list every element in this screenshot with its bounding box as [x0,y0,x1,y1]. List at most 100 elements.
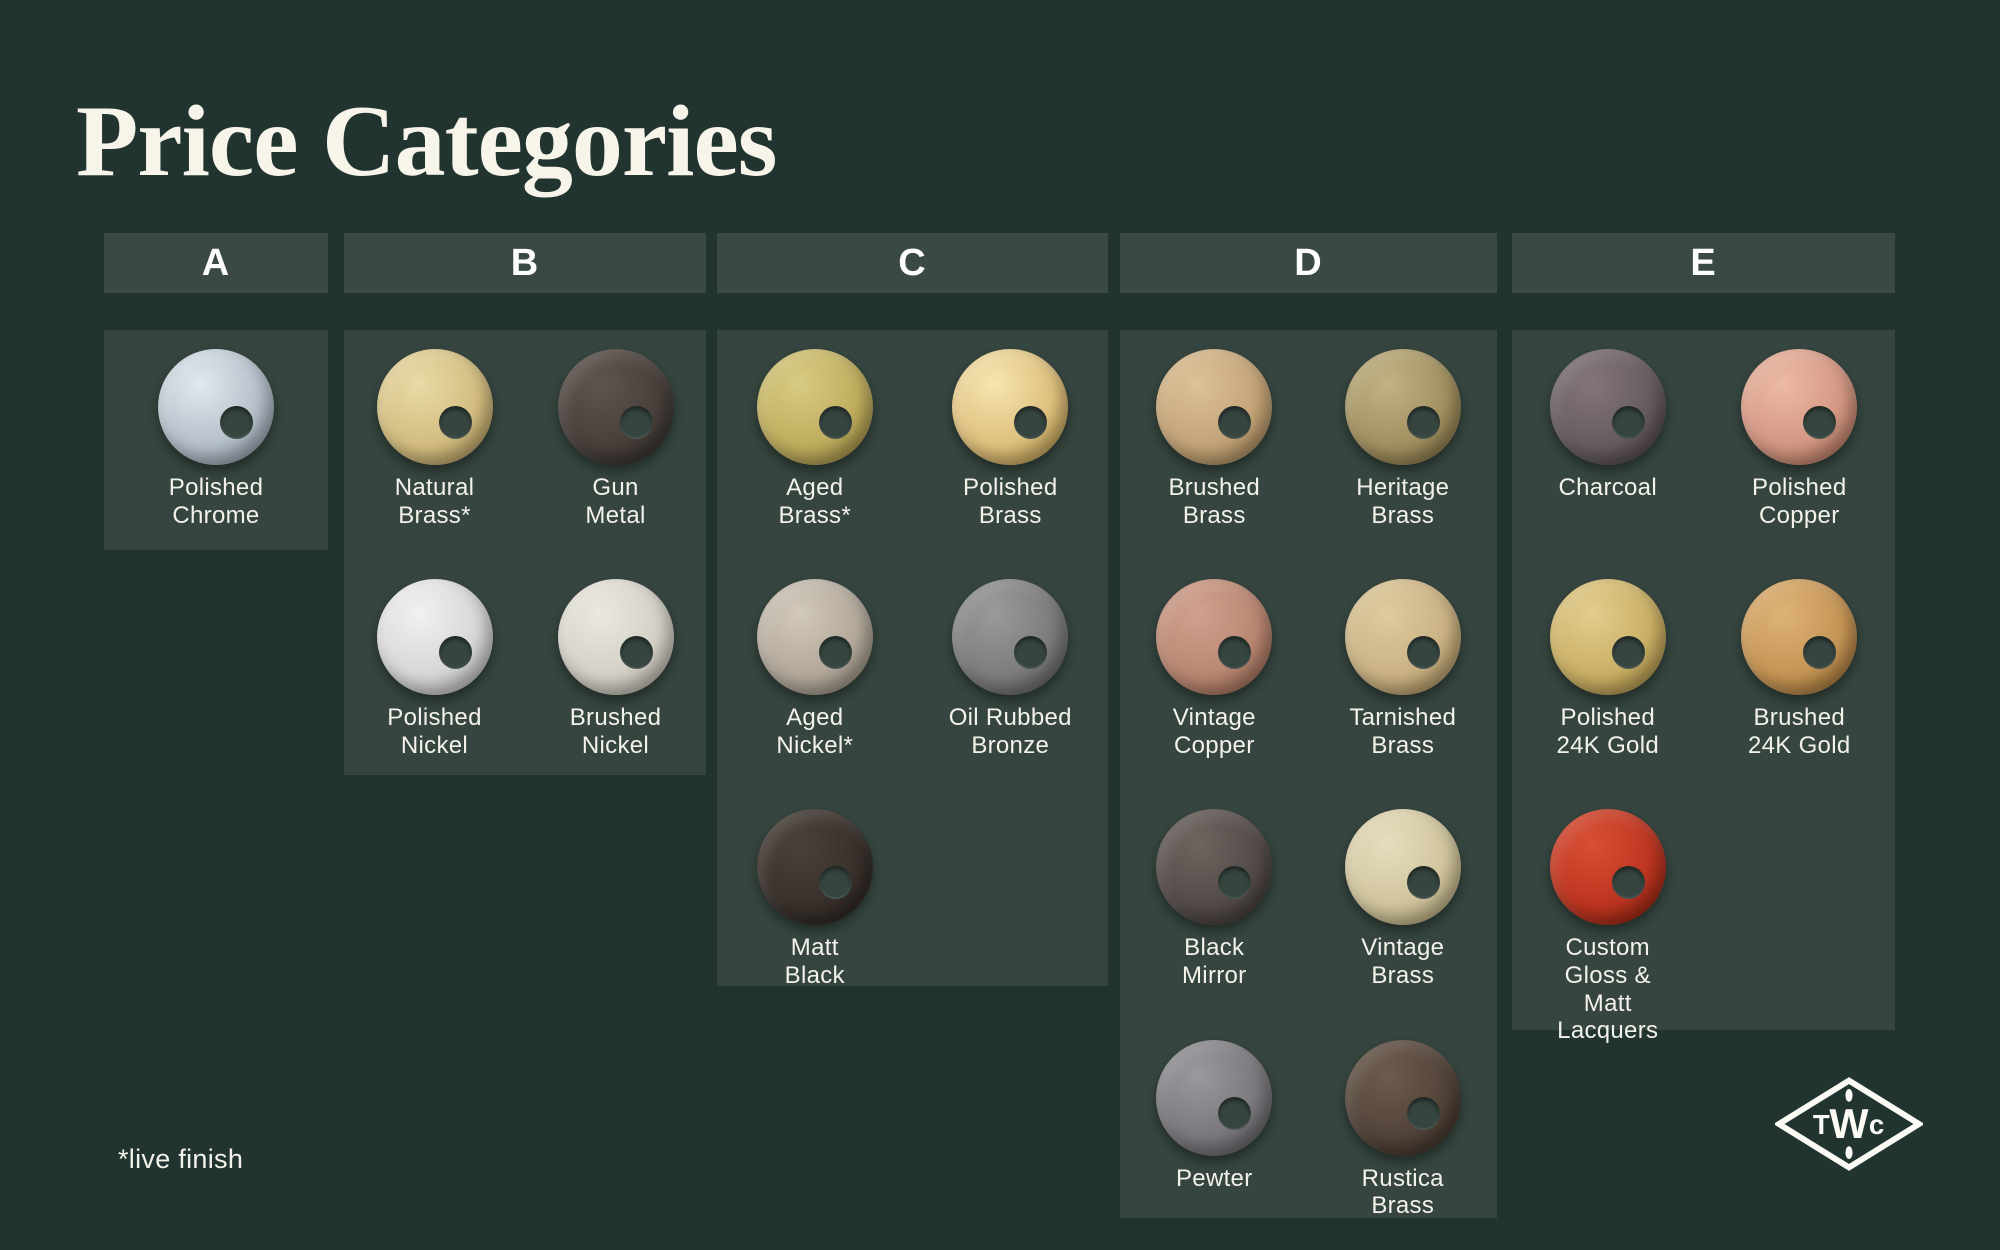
punched-hole [1406,1096,1440,1130]
finish-label: Custom Gloss & Matt Lacquers [1557,934,1659,1045]
finish-disc-rustica-brass [1344,1039,1461,1156]
finish-disc-aged-nickel [756,579,873,696]
finish-disc-vintage-copper [1156,579,1273,696]
column-panel-c: Aged Brass* Polished Brass Aged Nickel* … [717,330,1108,989]
finish-cell-aged-brass: Aged Brass* [756,349,873,529]
punched-hole [438,636,472,670]
punched-hole [1611,866,1645,900]
finish-disc-polished-chrome [158,349,274,465]
punched-hole [1406,866,1440,900]
finish-label: Vintage Copper [1172,704,1256,759]
logo-letter-w: W [1829,1100,1869,1147]
twc-logo: T W c [1775,1077,1923,1171]
finish-label: Polished Brass [963,474,1058,529]
finish-cell-charcoal: Charcoal [1549,349,1666,529]
finish-disc-heritage-brass [1344,349,1461,465]
logo-diamond-outline [1775,1077,1923,1171]
finish-cell-polished-copper: Polished Copper [1741,349,1858,529]
finish-label: Polished Copper [1752,474,1847,529]
punched-hole [1014,406,1048,439]
finish-cell-gun-metal: Gun Metal [557,349,674,529]
finish-disc-polished-copper [1741,349,1858,465]
finish-disc-pewter [1156,1039,1273,1156]
finish-label: Charcoal [1558,474,1657,501]
column-header-b: B [344,233,706,293]
punched-hole [818,866,852,900]
logo-top-dot [1845,1088,1853,1102]
column-panel-a: Polished Chrome [104,330,328,550]
finish-cell-matt-black: Matt Black [756,809,873,989]
finish-disc-charcoal [1549,349,1666,465]
price-category-column-a: A Polished Chrome [104,233,328,550]
column-panel-b: Natural Brass* Gun Metal Polished Nickel… [344,330,706,775]
finish-disc-brushed-nickel [557,579,674,696]
finish-disc-vintage-brass [1344,809,1461,926]
page-title: Price Categories [76,85,777,199]
column-header-a: A [104,233,328,293]
punched-hole [1406,636,1440,670]
finish-cell-pewter: Pewter [1156,1039,1273,1220]
logo-letter-c: c [1869,1109,1884,1140]
finish-cell-brushed-nickel: Brushed Nickel [557,579,674,759]
price-category-column-b: B Natural Brass* Gun Metal Polished Nick… [344,233,706,775]
column-panel-e: Charcoal Polished Copper Polished 24K Go… [1512,330,1895,1044]
punched-hole [1218,406,1252,439]
punched-hole [619,406,653,439]
finish-cell-oil-rubbed-bronze: Oil Rubbed Bronze [949,579,1072,759]
finish-cell-brushed-24k-gold: Brushed 24K Gold [1741,579,1858,759]
finish-disc-aged-brass [756,349,873,465]
finish-disc-oil-rubbed-bronze [952,579,1069,696]
finish-label: Polished 24K Gold [1556,704,1659,759]
logo-letter-t: T [1813,1109,1830,1140]
finish-label: Polished Chrome [168,474,264,529]
finish-label: Vintage Brass [1361,934,1445,989]
finish-disc-brushed-brass [1156,349,1273,465]
finish-disc-black-mirror [1156,809,1273,926]
finish-disc-custom-lacquers [1549,809,1666,926]
punched-hole [1218,866,1252,900]
finish-cell-polished-chrome: Polished Chrome [158,349,274,529]
finish-cell-brushed-brass: Brushed Brass [1156,349,1273,529]
column-panel-d: Brushed Brass Heritage Brass Vintage Cop… [1120,330,1497,1220]
finish-disc-polished-nickel [376,579,493,696]
finish-label: Aged Nickel* [776,704,854,759]
finish-label: Oil Rubbed Bronze [948,704,1072,759]
finish-disc-polished-24k-gold [1549,579,1666,696]
punched-hole [1218,1096,1252,1130]
finish-label: Heritage Brass [1356,474,1450,529]
finish-cell-polished-24k-gold: Polished 24K Gold [1549,579,1666,759]
punched-hole [1611,636,1645,670]
finish-label: Black Mirror [1182,934,1247,989]
price-category-column-e: E Charcoal Polished Copper Polished 24K … [1512,233,1895,1044]
finish-cell-polished-brass: Polished Brass [952,349,1069,529]
finish-label: Matt Black [784,934,845,989]
punched-hole [818,636,852,670]
finish-cell-rustica-brass: Rustica Brass [1344,1039,1461,1220]
live-finish-footnote: *live finish [118,1144,244,1174]
finish-label: Polished Nickel [387,704,482,759]
finish-label: Natural Brass* [394,474,475,529]
punched-hole [1611,406,1645,439]
punched-hole [438,406,472,439]
finish-disc-matt-black [756,809,873,926]
finish-cell-natural-brass: Natural Brass* [376,349,493,529]
finish-disc-tarnished-brass [1344,579,1461,696]
finish-label: Brushed Brass [1168,474,1260,529]
finish-disc-brushed-24k-gold [1741,579,1858,696]
finish-label: Rustica Brass [1361,1164,1444,1220]
finish-label: Brushed 24K Gold [1748,704,1851,759]
finish-disc-gun-metal [557,349,674,465]
finish-label: Tarnished Brass [1349,704,1457,759]
punched-hole [1803,406,1837,439]
column-header-d: D [1120,233,1497,293]
punched-hole [1803,636,1837,670]
finish-cell-tarnished-brass: Tarnished Brass [1344,579,1461,759]
finish-cell-polished-nickel: Polished Nickel [376,579,493,759]
finish-disc-natural-brass [376,349,493,465]
finish-disc-polished-brass [952,349,1069,465]
finish-cell-aged-nickel: Aged Nickel* [756,579,873,759]
finish-label: Aged Brass* [778,474,851,529]
finish-label: Pewter [1176,1164,1253,1192]
finish-cell-vintage-copper: Vintage Copper [1156,579,1273,759]
price-category-column-c: C Aged Brass* Polished Brass Aged Nickel… [717,233,1108,989]
